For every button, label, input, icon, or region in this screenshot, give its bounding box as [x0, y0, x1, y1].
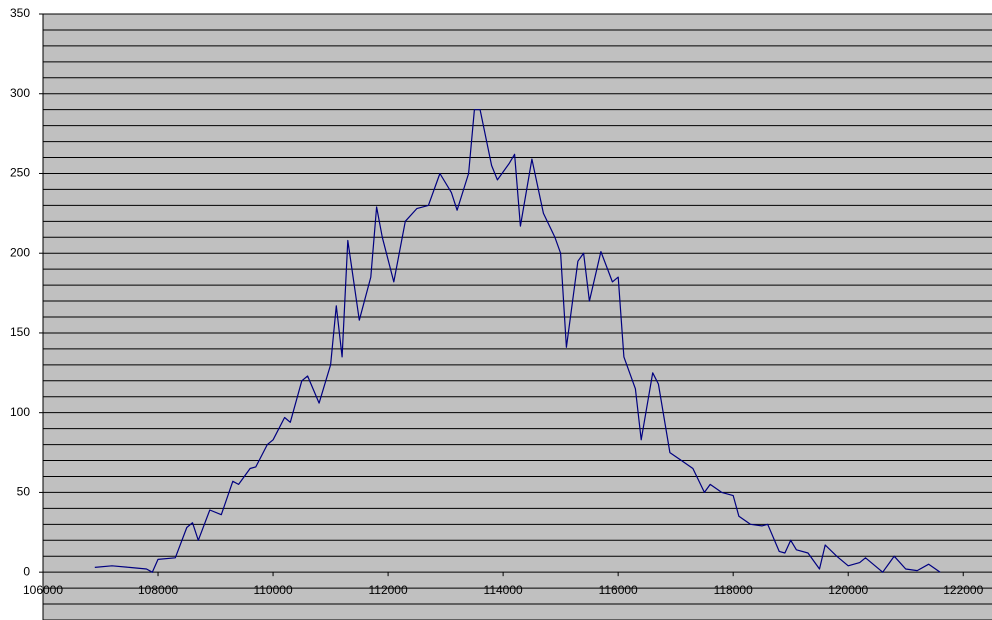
x-tick-label: 120000 [828, 583, 868, 597]
y-tick-label: 350 [10, 6, 30, 20]
x-tick-label: 116000 [599, 583, 638, 597]
x-tick-label: 118000 [714, 583, 753, 597]
x-tick-label: 106000 [23, 583, 63, 597]
x-tick-label: 112000 [369, 583, 408, 597]
x-tick-label: 110000 [253, 583, 292, 597]
data-line [94, 109, 941, 573]
x-tick-label: 122000 [943, 583, 983, 597]
y-tick-label: 150 [10, 325, 30, 339]
y-tick-label: 300 [10, 86, 30, 100]
y-tick-label: 200 [10, 245, 30, 259]
y-tick-label: 0 [23, 564, 30, 578]
y-tick-label: 50 [17, 485, 31, 499]
y-tick-label: 250 [10, 166, 30, 180]
x-tick-label: 108000 [138, 583, 178, 597]
y-tick-label: 100 [10, 405, 30, 419]
x-tick-label: 114000 [484, 583, 523, 597]
